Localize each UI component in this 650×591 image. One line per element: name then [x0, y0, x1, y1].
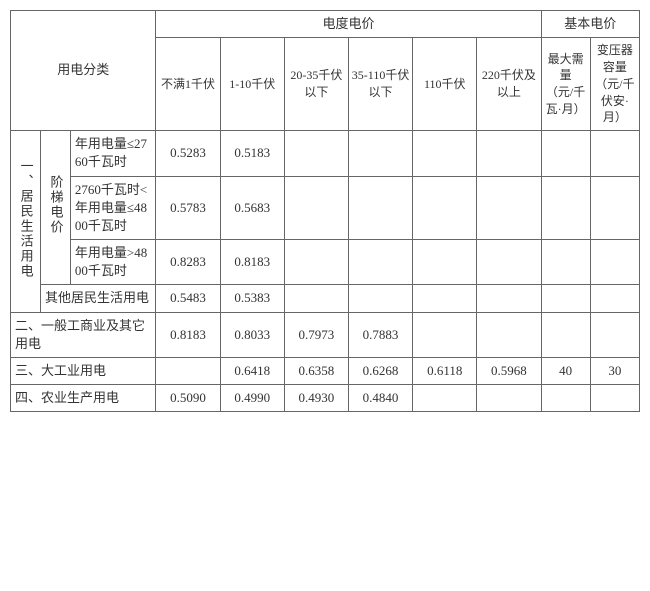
cell: 0.4990	[220, 385, 284, 412]
cell-empty	[590, 240, 639, 285]
cell-empty	[348, 176, 412, 240]
row-label-agriculture: 四、农业生产用电	[11, 385, 156, 412]
cell-empty	[477, 240, 541, 285]
cell: 0.5483	[156, 285, 220, 312]
cell: 0.5090	[156, 385, 220, 412]
cell-empty	[477, 385, 541, 412]
cell-empty	[590, 131, 639, 176]
row-label-tier-text: 阶梯电价	[46, 175, 64, 235]
header-basic-group: 基本电价	[541, 11, 640, 38]
table-row: 三、大工业用电 0.6418 0.6358 0.6268 0.6118 0.59…	[11, 358, 640, 385]
row-sublabel-1c: 年用电量>4800千瓦时	[70, 240, 156, 285]
cell-empty	[413, 131, 477, 176]
row-sublabel-1a: 年用电量≤2760千瓦时	[70, 131, 156, 176]
cell-empty	[348, 131, 412, 176]
cell-empty	[413, 312, 477, 357]
header-category: 用电分类	[11, 11, 156, 131]
row-label-commercial: 二、一般工商业及其它用电	[11, 312, 156, 357]
cell: 0.6418	[220, 358, 284, 385]
header-basic-1-l1: 最大需量	[548, 52, 584, 83]
cell: 0.8033	[220, 312, 284, 357]
table-row: 一、居民生活用电 阶梯电价 年用电量≤2760千瓦时 0.5283 0.5183	[11, 131, 640, 176]
cell: 0.4930	[284, 385, 348, 412]
cell-empty	[284, 240, 348, 285]
row-label-industry: 三、大工业用电	[11, 358, 156, 385]
cell-empty	[541, 240, 590, 285]
table-row: 2760千瓦时<年用电量≤4800千瓦时 0.5783 0.5683	[11, 176, 640, 240]
header-col-1: 不满1千伏	[156, 38, 220, 131]
cell: 0.5783	[156, 176, 220, 240]
cell: 0.8183	[220, 240, 284, 285]
header-basic-1: 最大需量 （元/千瓦·月）	[541, 38, 590, 131]
cell: 0.6118	[413, 358, 477, 385]
electricity-price-table: 用电分类 电度电价 基本电价 不满1千伏 1-10千伏 20-35千伏以下 35…	[10, 10, 640, 412]
row-sublabel-1b: 2760千瓦时<年用电量≤4800千瓦时	[70, 176, 156, 240]
cell: 0.5283	[156, 131, 220, 176]
cell: 0.5383	[220, 285, 284, 312]
cell-empty	[348, 240, 412, 285]
header-col-3: 20-35千伏以下	[284, 38, 348, 131]
header-col-6: 220千伏及以上	[477, 38, 541, 131]
cell-empty	[477, 285, 541, 312]
cell: 0.6268	[348, 358, 412, 385]
cell-empty	[477, 131, 541, 176]
row-label-residential: 一、居民生活用电	[11, 131, 41, 313]
cell: 0.7973	[284, 312, 348, 357]
header-col-2: 1-10千伏	[220, 38, 284, 131]
cell: 0.8283	[156, 240, 220, 285]
table-row: 其他居民生活用电 0.5483 0.5383	[11, 285, 640, 312]
cell-empty	[590, 385, 639, 412]
table-row: 四、农业生产用电 0.5090 0.4990 0.4930 0.4840	[11, 385, 640, 412]
cell-empty	[590, 312, 639, 357]
row-label-tier: 阶梯电价	[40, 131, 70, 285]
header-basic-1-l2: （元/千瓦·月）	[546, 85, 586, 116]
cell: 0.8183	[156, 312, 220, 357]
cell-empty	[284, 176, 348, 240]
header-basic-2-l1: 变压器容量	[597, 43, 633, 74]
row-label-residential-text: 一、居民生活用电	[16, 159, 34, 279]
cell: 0.5683	[220, 176, 284, 240]
header-col-5: 110千伏	[413, 38, 477, 131]
cell-empty	[413, 385, 477, 412]
cell-empty	[284, 131, 348, 176]
cell-empty	[413, 240, 477, 285]
cell-empty	[541, 285, 590, 312]
table-row: 二、一般工商业及其它用电 0.8183 0.8033 0.7973 0.7883	[11, 312, 640, 357]
cell-empty	[413, 285, 477, 312]
cell-empty	[590, 176, 639, 240]
cell: 30	[590, 358, 639, 385]
header-energy-group: 电度电价	[156, 11, 541, 38]
cell-empty	[156, 358, 220, 385]
cell-empty	[348, 285, 412, 312]
cell: 0.6358	[284, 358, 348, 385]
cell: 40	[541, 358, 590, 385]
cell-empty	[477, 312, 541, 357]
cell-empty	[477, 176, 541, 240]
cell: 0.7883	[348, 312, 412, 357]
cell-empty	[284, 285, 348, 312]
row-sublabel-1d: 其他居民生活用电	[40, 285, 156, 312]
header-basic-2: 变压器容量 （元/千伏安·月）	[590, 38, 639, 131]
cell-empty	[541, 176, 590, 240]
cell-empty	[541, 385, 590, 412]
table-row: 年用电量>4800千瓦时 0.8283 0.8183	[11, 240, 640, 285]
cell-empty	[413, 176, 477, 240]
header-basic-2-l2: （元/千伏安·月）	[595, 77, 634, 125]
cell: 0.5183	[220, 131, 284, 176]
cell-empty	[590, 285, 639, 312]
header-col-4: 35-110千伏以下	[348, 38, 412, 131]
cell-empty	[541, 312, 590, 357]
cell: 0.4840	[348, 385, 412, 412]
cell-empty	[541, 131, 590, 176]
cell: 0.5968	[477, 358, 541, 385]
